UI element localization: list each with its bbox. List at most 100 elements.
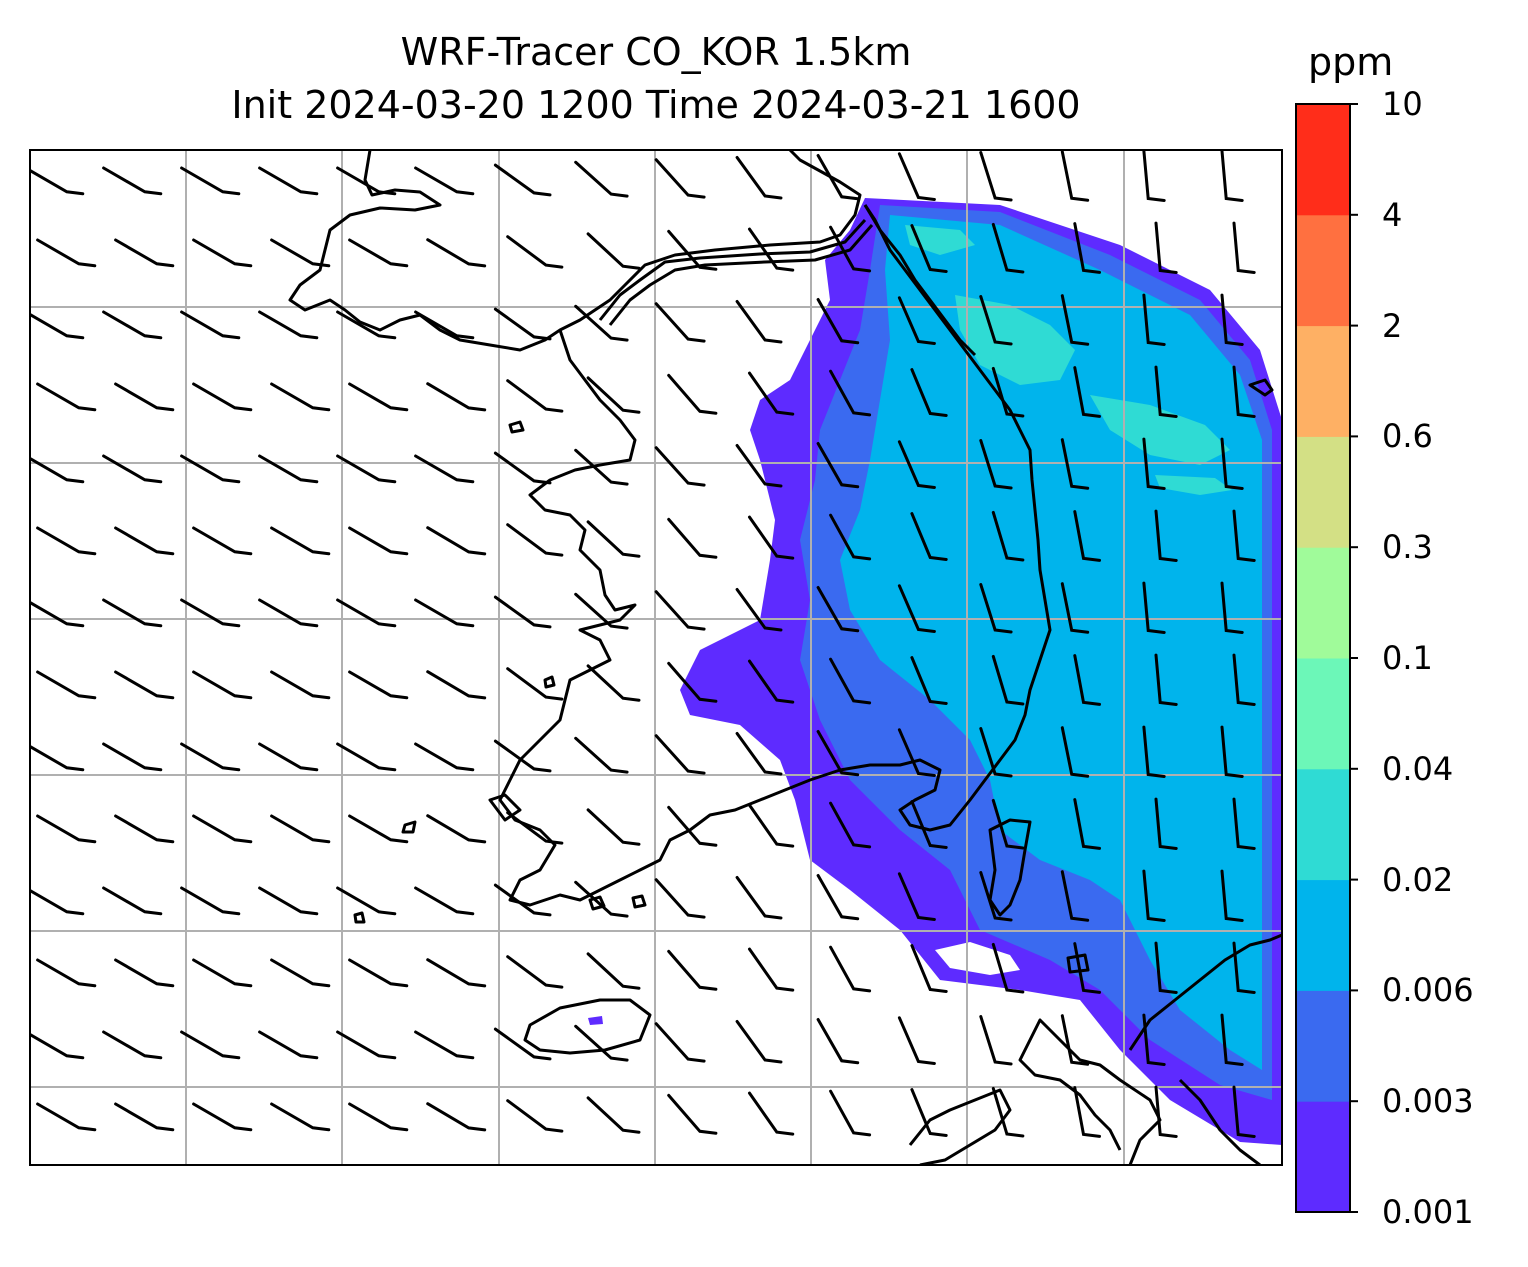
wind-barb	[493, 883, 552, 917]
wind-barb	[102, 166, 163, 196]
wind-barb	[991, 942, 1025, 994]
japan-honshu	[1128, 933, 1282, 1051]
colorbar-segment	[1296, 436, 1350, 548]
wind-barb	[1073, 366, 1101, 418]
wind-barb	[270, 382, 331, 412]
wind-barb	[1060, 294, 1090, 346]
wind-barb	[829, 225, 872, 273]
wind-barb	[336, 310, 397, 340]
colorbar-tick-label: 0.006	[1382, 971, 1474, 1010]
north-korea-east	[863, 204, 977, 357]
wind-barb	[991, 1086, 1025, 1138]
wind-barb	[654, 446, 706, 487]
wind-barb	[829, 369, 872, 417]
wind-barb	[897, 1016, 936, 1065]
wind-barb	[829, 801, 872, 849]
wind-barb	[102, 886, 163, 916]
wind-barb	[979, 439, 1013, 490]
wind-barb	[36, 958, 97, 988]
wind-barb	[735, 300, 783, 344]
wind-barb	[910, 1088, 948, 1137]
wind-barb	[102, 310, 163, 340]
wind-barb	[735, 1020, 783, 1064]
wind-barb	[748, 515, 795, 560]
wind-barb	[1142, 1013, 1166, 1066]
wind-barb	[1220, 1013, 1244, 1066]
wind-barb	[1232, 797, 1256, 850]
wind-barb	[574, 448, 629, 486]
wind-barb	[180, 742, 241, 772]
wind-barb	[748, 1091, 795, 1136]
wind-barb	[192, 238, 253, 268]
wind-barb	[258, 454, 319, 484]
wind-barb	[114, 526, 175, 556]
colorbar	[1295, 103, 1358, 1213]
wind-barb	[30, 312, 85, 340]
wind-barb	[180, 166, 241, 196]
coastlines	[288, 150, 1282, 1165]
wind-barb	[192, 814, 253, 844]
title-line-1: WRF-Tracer CO_KOR 1.5km	[400, 30, 912, 74]
wind-barb	[180, 454, 241, 484]
conc-band-0.02-c	[1155, 475, 1232, 495]
wind-barb	[114, 670, 175, 700]
wind-barb	[258, 742, 319, 772]
wind-barb	[414, 742, 475, 772]
wind-barb	[748, 371, 795, 416]
wind-barb	[506, 667, 564, 701]
colorbar-tick-label: 0.02	[1382, 860, 1454, 899]
korea-islands-6	[1066, 953, 1090, 974]
wind-barb	[36, 526, 97, 556]
wind-barb	[493, 595, 552, 629]
wind-barb	[991, 654, 1025, 706]
wind-barb	[426, 814, 487, 844]
wind-barb	[1220, 581, 1244, 634]
wind-barb	[426, 382, 487, 412]
wind-barb	[336, 454, 397, 484]
colorbar-tick-label: 2	[1382, 306, 1403, 345]
korea-islands-1	[488, 793, 522, 822]
wind-barb	[735, 156, 783, 200]
wind-barb	[1060, 438, 1090, 490]
wind-barb	[897, 872, 936, 921]
wind-barb	[1154, 1085, 1178, 1138]
wind-barb	[1232, 509, 1256, 562]
wind-barb	[654, 590, 706, 631]
colorbar-tick-label: 0.1	[1382, 639, 1433, 677]
wind-barb	[667, 805, 718, 847]
wind-barb	[667, 949, 718, 991]
ulleung-island	[988, 818, 1032, 917]
wind-barb	[586, 376, 641, 414]
wind-barb	[654, 158, 706, 199]
wind-barb	[36, 814, 97, 844]
wind-barb	[348, 526, 409, 556]
wind-barb	[897, 728, 936, 777]
wind-barb	[414, 886, 475, 916]
wind-barb	[897, 296, 936, 345]
wind-barb	[192, 1102, 253, 1132]
map-title: WRF-Tracer CO_KOR 1.5km Init 2024-03-20 …	[30, 26, 1282, 132]
wind-barb	[1142, 293, 1166, 346]
wind-barb	[667, 517, 718, 559]
wind-barb	[829, 513, 872, 561]
sakhalin-coast	[1248, 378, 1274, 397]
wind-barb	[493, 307, 552, 341]
wind-barb	[910, 368, 948, 417]
wind-barb	[654, 734, 706, 775]
wind-barb	[192, 670, 253, 700]
wind-barb	[426, 670, 487, 700]
wind-barb	[506, 955, 564, 989]
colorbar-segment	[1296, 547, 1350, 659]
wind-barb	[816, 298, 860, 345]
korea-islands-5	[631, 894, 647, 909]
wind-barb	[336, 598, 397, 628]
wind-barb	[574, 1024, 629, 1062]
wind-barb	[114, 958, 175, 988]
wind-barb	[1073, 1086, 1101, 1138]
wind-barb	[910, 224, 948, 273]
title-line-2: Init 2024-03-20 1200 Time 2024-03-21 160…	[231, 83, 1081, 127]
wind-barb	[1142, 869, 1166, 922]
wind-barb	[586, 520, 641, 558]
wind-barb	[30, 168, 85, 196]
